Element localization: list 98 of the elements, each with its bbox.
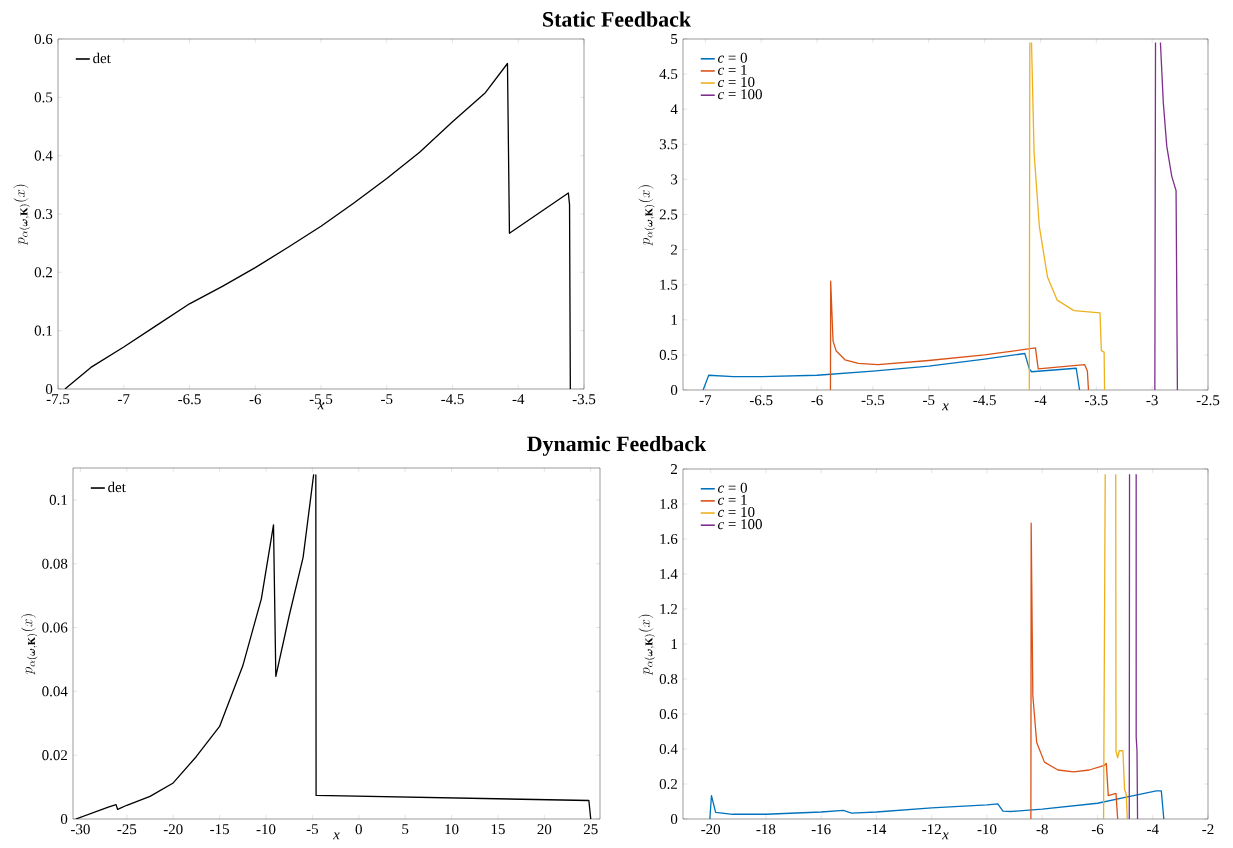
line-series: [702, 352, 1081, 390]
x-tick-label: 15: [491, 824, 505, 835]
y-tick-label: 1.4: [660, 568, 678, 580]
y-tick-label: 0.04: [42, 686, 68, 697]
legend-label: c = 10: [718, 506, 755, 518]
x-tick-label: -5: [381, 394, 393, 405]
x-tick-label: -8: [1036, 824, 1048, 835]
y-tick-label: 0.1: [34, 325, 52, 336]
x-tick-label: -4: [1034, 395, 1047, 406]
x-tick-label: -2: [1202, 824, 1214, 835]
y-tick-label: 2: [671, 464, 677, 474]
x-tick-label: -10: [977, 824, 997, 835]
y-tick-label: 1: [671, 639, 677, 649]
x-tick-label: -10: [256, 824, 276, 835]
y-tick-label: 1.2: [660, 603, 677, 615]
y-tick-label: 2: [671, 244, 677, 255]
y-tick-label: 1.5: [660, 279, 678, 290]
legend-label: c = 100: [718, 89, 762, 100]
y-tick-label: 0.5: [34, 92, 53, 103]
y-tick-label: 0.4: [34, 150, 53, 161]
y-tick-label: 0.08: [42, 558, 68, 569]
legend-label: c = 100: [718, 519, 762, 530]
y-tick-label: 0.1: [49, 494, 67, 505]
x-tick-label: 25: [583, 824, 598, 835]
legend-label: det: [108, 481, 126, 493]
legend-label: c = 1: [718, 494, 747, 505]
x-tick-label: -30: [71, 824, 90, 835]
y-tick-label: 0: [670, 813, 678, 825]
y-axis-title: $p_{\alpha(\boldsymbol{\omega},\mathbf{K})}(x)$: [638, 185, 655, 246]
x-tick-label: -4: [512, 394, 525, 405]
y-tick-label: 4.5: [659, 69, 678, 80]
y-tick-label: 3: [671, 174, 678, 185]
y-tick-label: 0.2: [659, 778, 677, 790]
x-tick-label: 20: [537, 824, 552, 835]
y-tick-label: 0.06: [42, 622, 68, 633]
y-tick-label: 0: [45, 383, 53, 395]
x-tick-label: 5: [402, 824, 409, 835]
y-axis-title: $p_{\alpha(\boldsymbol{\omega},\mathbf{K})}(x)$: [20, 614, 38, 675]
x-tick-label: -3.5: [572, 394, 596, 405]
x-tick-label: -5: [923, 395, 935, 406]
y-tick-label: 1.8: [660, 498, 678, 510]
x-tick-label: -15: [210, 824, 229, 835]
x-tick-label: -20: [701, 824, 721, 835]
x-tick-label: -6: [811, 395, 823, 406]
x-tick-label: -6.5: [178, 394, 201, 405]
x-axis-title: x: [333, 832, 340, 840]
y-tick-label: 0.8: [659, 673, 678, 685]
y-tick-label: 0.4: [659, 743, 678, 755]
x-axis-title: x: [942, 403, 949, 411]
y-tick-label: 5: [671, 34, 678, 44]
x-tick-label: -7: [699, 395, 712, 405]
chart-title: Dynamic Feedback: [527, 435, 707, 456]
x-tick-label: -14: [867, 824, 887, 835]
line-series: [709, 790, 1165, 819]
y-tick-label: 0.6: [34, 33, 53, 45]
y-tick-label: 0.3: [34, 208, 53, 220]
y-tick-label: 1.6: [660, 533, 678, 545]
x-tick-label: -3: [1146, 395, 1158, 406]
legend-label: c = 1: [718, 64, 747, 75]
x-tick-label: -6.5: [749, 395, 773, 406]
legend-label: c = 0: [718, 52, 747, 63]
x-tick-label: -2.5: [1196, 395, 1220, 406]
x-tick-label: -16: [811, 824, 831, 835]
y-tick-label: 0: [670, 384, 678, 396]
legend-label: det: [93, 52, 111, 64]
y-tick-label: 3.5: [659, 139, 678, 150]
x-tick-label: 0: [355, 824, 362, 835]
y-tick-label: 2.5: [659, 209, 678, 220]
x-tick-label: -6: [249, 394, 262, 405]
y-tick-label: 0.5: [659, 349, 678, 360]
y-axis-title: $p_{\alpha(\boldsymbol{\omega},\mathbf{K})}(x)$: [638, 614, 655, 676]
x-tick-label: -5: [306, 824, 319, 835]
y-tick-label: 0.02: [42, 750, 67, 761]
y-tick-label: 0: [60, 813, 68, 825]
legend-label: c = 10: [718, 76, 755, 88]
x-tick-label: -25: [117, 824, 137, 835]
y-tick-label: 0.6: [659, 708, 678, 720]
line-series: [829, 280, 1090, 390]
y-tick-label: 0.2: [34, 267, 52, 278]
y-tick-label: 4: [670, 104, 678, 115]
x-tick-label: -12: [922, 824, 941, 835]
x-tick-label: -20: [163, 824, 183, 835]
y-tick-label: 1: [671, 314, 677, 325]
x-tick-label: -4: [1147, 824, 1159, 835]
x-tick-label: -4.5: [973, 395, 996, 406]
x-tick-label: -7.5: [46, 394, 70, 405]
x-axis-title: x: [942, 832, 949, 840]
legend-label: c = 0: [718, 482, 747, 493]
x-tick-label: -7: [118, 394, 130, 404]
y-axis-title: $p_{\alpha(\boldsymbol{\omega},\mathbf{K})}(x)$: [13, 184, 30, 246]
x-tick-label: -4.5: [441, 394, 464, 405]
chart-title: Static Feedback: [543, 11, 692, 27]
line-series: [1030, 522, 1119, 819]
x-tick-label: -6: [1091, 824, 1104, 835]
x-tick-label: -3.5: [1085, 395, 1108, 406]
x-tick-label: -18: [756, 824, 776, 835]
x-tick-label: 10: [445, 824, 459, 835]
x-tick-label: -5.5: [861, 395, 885, 406]
